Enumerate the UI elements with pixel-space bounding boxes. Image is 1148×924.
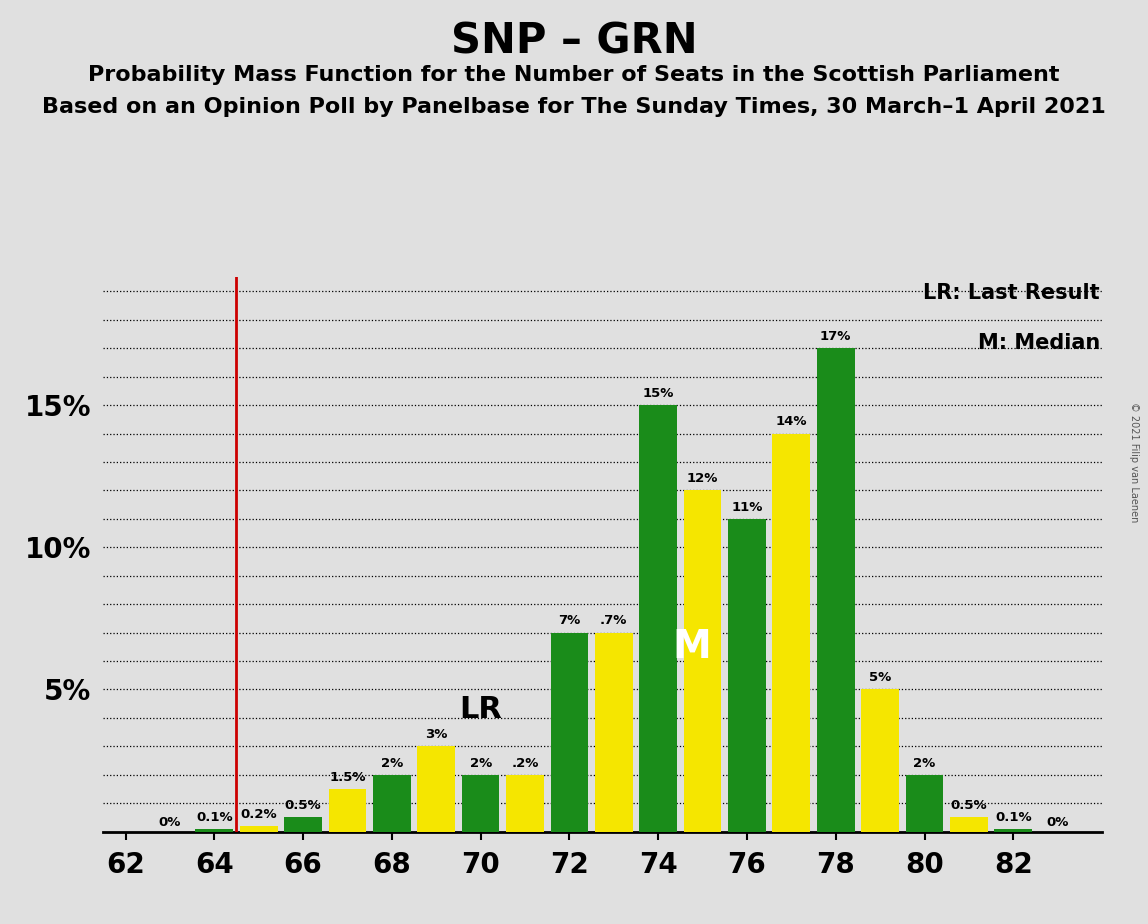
- Text: 17%: 17%: [820, 330, 852, 343]
- Text: © 2021 Filip van Laenen: © 2021 Filip van Laenen: [1128, 402, 1139, 522]
- Text: Probability Mass Function for the Number of Seats in the Scottish Parliament: Probability Mass Function for the Number…: [88, 65, 1060, 85]
- Bar: [728, 519, 766, 832]
- Text: M: M: [672, 627, 711, 666]
- Bar: [906, 774, 944, 832]
- Bar: [461, 774, 499, 832]
- Text: .7%: .7%: [600, 614, 628, 627]
- Bar: [418, 747, 455, 832]
- Text: 5%: 5%: [869, 672, 891, 685]
- Text: 2%: 2%: [914, 757, 936, 770]
- Bar: [195, 829, 233, 832]
- Bar: [506, 774, 544, 832]
- Text: 0.1%: 0.1%: [995, 810, 1032, 823]
- Bar: [240, 826, 278, 832]
- Text: 14%: 14%: [776, 416, 807, 429]
- Text: 11%: 11%: [731, 501, 762, 514]
- Text: 0.2%: 0.2%: [240, 808, 277, 821]
- Text: SNP – GRN: SNP – GRN: [451, 20, 697, 62]
- Text: LR: LR: [459, 695, 502, 723]
- Text: 0.5%: 0.5%: [285, 799, 321, 812]
- Text: 3%: 3%: [425, 728, 448, 741]
- Bar: [861, 689, 899, 832]
- Bar: [951, 818, 987, 832]
- Bar: [994, 829, 1032, 832]
- Bar: [595, 633, 633, 832]
- Text: Based on an Opinion Poll by Panelbase for The Sunday Times, 30 March–1 April 202: Based on an Opinion Poll by Panelbase fo…: [42, 97, 1106, 117]
- Bar: [684, 491, 721, 832]
- Text: 15%: 15%: [643, 387, 674, 400]
- Bar: [639, 405, 677, 832]
- Text: 2%: 2%: [470, 757, 491, 770]
- Text: 0.1%: 0.1%: [196, 810, 233, 823]
- Text: 2%: 2%: [381, 757, 403, 770]
- Bar: [328, 789, 366, 832]
- Text: 1.5%: 1.5%: [329, 771, 366, 784]
- Text: 7%: 7%: [558, 614, 581, 627]
- Text: 12%: 12%: [687, 472, 719, 485]
- Bar: [773, 433, 810, 832]
- Bar: [551, 633, 588, 832]
- Text: .2%: .2%: [511, 757, 538, 770]
- Text: 0.5%: 0.5%: [951, 799, 987, 812]
- Text: M: Median: M: Median: [978, 333, 1100, 353]
- Text: 0%: 0%: [158, 816, 181, 830]
- Text: LR: Last Result: LR: Last Result: [923, 283, 1100, 303]
- Bar: [373, 774, 411, 832]
- Bar: [817, 348, 854, 832]
- Bar: [285, 818, 321, 832]
- Text: 0%: 0%: [1047, 816, 1069, 830]
